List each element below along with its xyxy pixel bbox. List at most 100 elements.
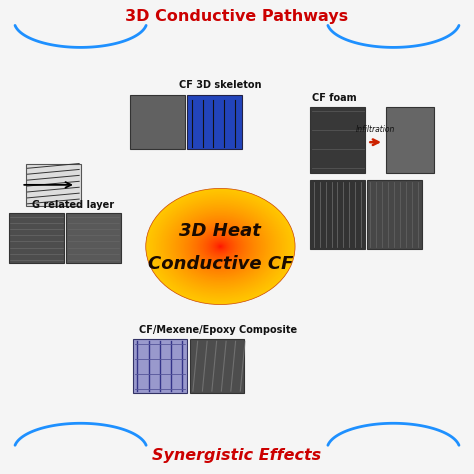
FancyBboxPatch shape <box>66 213 121 263</box>
Ellipse shape <box>150 192 291 301</box>
Ellipse shape <box>159 199 282 294</box>
Ellipse shape <box>212 240 229 253</box>
Ellipse shape <box>152 193 289 300</box>
Bar <box>26 164 81 206</box>
Text: 3D Heat: 3D Heat <box>180 222 261 240</box>
FancyBboxPatch shape <box>310 180 365 249</box>
Ellipse shape <box>172 209 269 284</box>
Ellipse shape <box>163 201 278 292</box>
Ellipse shape <box>157 197 284 296</box>
Ellipse shape <box>188 221 253 272</box>
FancyBboxPatch shape <box>190 339 244 393</box>
Ellipse shape <box>205 234 236 259</box>
Ellipse shape <box>200 230 241 263</box>
FancyBboxPatch shape <box>9 213 64 263</box>
Ellipse shape <box>165 204 275 289</box>
Ellipse shape <box>162 201 279 292</box>
Ellipse shape <box>218 244 223 249</box>
Ellipse shape <box>217 244 224 249</box>
Ellipse shape <box>192 225 248 268</box>
Ellipse shape <box>146 189 295 305</box>
Ellipse shape <box>191 224 249 269</box>
Ellipse shape <box>181 216 260 277</box>
Ellipse shape <box>186 219 255 273</box>
Ellipse shape <box>175 212 265 282</box>
Ellipse shape <box>177 213 264 280</box>
Text: Conductive CF: Conductive CF <box>148 255 293 273</box>
Ellipse shape <box>166 204 274 289</box>
Text: 3D Conductive Pathways: 3D Conductive Pathways <box>126 9 348 24</box>
Ellipse shape <box>194 226 246 267</box>
Ellipse shape <box>168 206 273 287</box>
Ellipse shape <box>206 235 236 258</box>
Ellipse shape <box>210 238 231 255</box>
FancyBboxPatch shape <box>310 107 365 173</box>
Ellipse shape <box>208 237 233 256</box>
Text: Infiltration: Infiltration <box>356 125 396 134</box>
Ellipse shape <box>197 228 244 264</box>
Ellipse shape <box>175 211 266 282</box>
FancyBboxPatch shape <box>130 95 185 149</box>
Ellipse shape <box>164 202 277 291</box>
Ellipse shape <box>158 198 283 295</box>
Text: Synergistic Effects: Synergistic Effects <box>153 448 321 464</box>
Ellipse shape <box>174 210 267 283</box>
Ellipse shape <box>211 239 230 254</box>
Ellipse shape <box>214 241 227 252</box>
Ellipse shape <box>146 189 294 304</box>
Ellipse shape <box>213 241 228 252</box>
FancyBboxPatch shape <box>367 180 422 249</box>
Ellipse shape <box>154 195 287 298</box>
Ellipse shape <box>219 246 221 247</box>
Ellipse shape <box>184 218 257 275</box>
Ellipse shape <box>170 207 271 286</box>
Ellipse shape <box>203 233 238 260</box>
Ellipse shape <box>191 223 250 270</box>
Ellipse shape <box>190 222 251 271</box>
Ellipse shape <box>189 222 252 271</box>
Ellipse shape <box>209 238 232 255</box>
Ellipse shape <box>161 200 280 293</box>
Ellipse shape <box>148 191 292 302</box>
Ellipse shape <box>204 233 237 260</box>
Ellipse shape <box>183 218 258 275</box>
FancyBboxPatch shape <box>386 107 434 173</box>
Ellipse shape <box>207 237 234 256</box>
Text: CF/Mexene/Epoxy Composite: CF/Mexene/Epoxy Composite <box>139 325 297 335</box>
Ellipse shape <box>201 231 240 262</box>
Bar <box>187 95 242 149</box>
Ellipse shape <box>193 226 247 267</box>
Ellipse shape <box>173 210 268 283</box>
Ellipse shape <box>198 229 243 264</box>
Text: G related layer: G related layer <box>32 200 115 210</box>
Ellipse shape <box>180 215 261 278</box>
Ellipse shape <box>169 207 272 286</box>
Ellipse shape <box>164 203 276 290</box>
Ellipse shape <box>206 236 235 257</box>
Ellipse shape <box>215 242 226 251</box>
Ellipse shape <box>176 212 264 281</box>
Ellipse shape <box>155 196 286 297</box>
Ellipse shape <box>179 215 262 278</box>
Ellipse shape <box>160 199 281 294</box>
Ellipse shape <box>182 217 259 276</box>
Ellipse shape <box>156 196 285 297</box>
Ellipse shape <box>196 228 245 265</box>
Ellipse shape <box>216 243 225 250</box>
Text: CF 3D skeleton: CF 3D skeleton <box>179 80 262 90</box>
Text: CF foam: CF foam <box>312 93 356 103</box>
Ellipse shape <box>195 227 246 266</box>
Ellipse shape <box>178 214 263 279</box>
Bar <box>133 339 187 393</box>
Ellipse shape <box>219 245 222 248</box>
Ellipse shape <box>202 232 239 261</box>
Ellipse shape <box>153 194 288 299</box>
Ellipse shape <box>167 205 273 288</box>
Ellipse shape <box>199 230 242 263</box>
Ellipse shape <box>151 193 290 300</box>
Ellipse shape <box>147 190 293 303</box>
Ellipse shape <box>187 220 254 273</box>
Ellipse shape <box>185 219 256 274</box>
Ellipse shape <box>171 208 270 285</box>
Ellipse shape <box>149 191 292 301</box>
